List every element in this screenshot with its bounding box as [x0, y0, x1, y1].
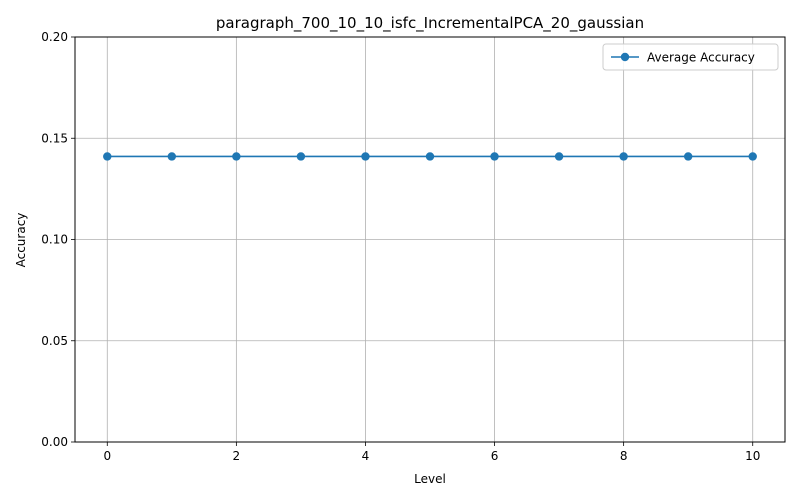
data-point: [619, 152, 628, 161]
series-layer: [103, 152, 757, 161]
x-tick-label: 4: [362, 449, 370, 463]
data-point: [103, 152, 112, 161]
x-tick-label: 8: [620, 449, 628, 463]
chart-title: paragraph_700_10_10_isfc_IncrementalPCA_…: [216, 14, 644, 33]
legend-marker: [620, 52, 630, 62]
data-point: [232, 152, 241, 161]
data-point: [683, 152, 693, 161]
y-tick-label: 0.15: [41, 131, 68, 145]
legend-label: Average Accuracy: [647, 51, 755, 65]
data-point: [425, 152, 435, 161]
data-point: [554, 152, 564, 161]
data-point: [361, 152, 370, 161]
y-axis-ticks: 0.00 0.05 0.10 0.15 0.20: [41, 30, 75, 449]
data-point: [490, 152, 499, 161]
data-point: [748, 152, 757, 161]
legend-box: [602, 43, 779, 71]
x-tick-label: 10: [745, 449, 760, 463]
x-axis-ticks: 0 2 4 6 8 10: [103, 442, 760, 463]
y-axis-label: Accuracy: [14, 213, 28, 268]
y-tick-label: 0.20: [41, 30, 68, 44]
x-axis-label: Level: [414, 472, 446, 486]
legend: Average Accuracy: [602, 43, 779, 71]
data-point: [296, 152, 306, 161]
x-tick-label: 2: [233, 449, 241, 463]
y-tick-label: 0.10: [41, 233, 68, 247]
x-tick-label: 6: [491, 449, 499, 463]
x-tick-label: 0: [103, 449, 111, 463]
data-point: [167, 152, 177, 161]
y-tick-label: 0.05: [41, 334, 68, 348]
y-tick-label: 0.00: [41, 435, 68, 449]
